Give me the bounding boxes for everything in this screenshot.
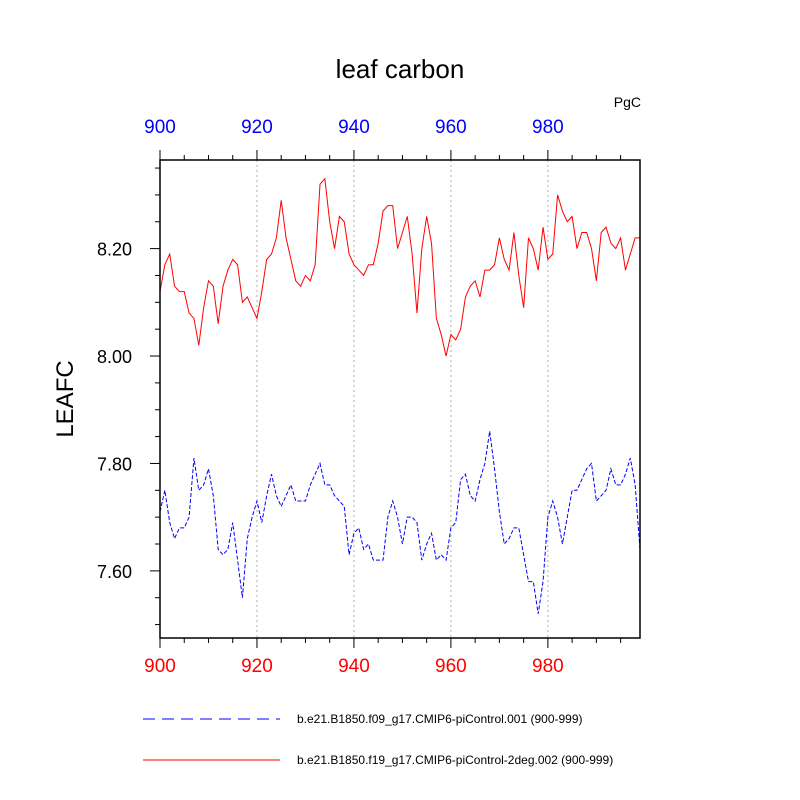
x-tick-label-bottom-960: 960: [435, 656, 467, 677]
axis-ticks: [150, 150, 622, 648]
units-label: PgC: [614, 94, 641, 110]
x-tick-labels-bottom: 900 920 940 960 980: [144, 656, 564, 677]
y-axis-label: LEAFC: [52, 360, 79, 437]
legend-label-2: b.e21.B1850.f19_g17.CMIP6-piControl-2deg…: [297, 753, 613, 767]
x-tick-label-bottom-980: 980: [532, 656, 564, 677]
series-line-2: [159, 177, 640, 357]
y-tick-label-7.80: 7.80: [97, 454, 132, 474]
y-tick-label-7.60: 7.60: [97, 562, 132, 582]
plot-frame: [159, 159, 641, 639]
x-tick-label-bottom-940: 940: [338, 656, 370, 677]
series-line-1: [159, 431, 641, 614]
x-tick-label-top-940: 940: [338, 117, 370, 138]
y-tick-labels: 7.60 7.80 8.00 8.20: [97, 240, 132, 582]
y-tick-label-8.20: 8.20: [97, 240, 132, 260]
x-tick-labels-top: 900 920 940 960 980: [144, 117, 564, 138]
x-tick-label-top-920: 920: [241, 117, 273, 138]
x-tick-label-top-900: 900: [144, 117, 176, 138]
x-tick-label-top-980: 980: [532, 117, 564, 138]
legend: b.e21.B1850.f09_g17.CMIP6-piControl.001 …: [143, 712, 613, 767]
chart-title: leaf carbon: [336, 54, 465, 84]
y-tick-label-8.00: 8.00: [97, 347, 132, 367]
series-layer: [159, 177, 641, 614]
x-tick-label-top-960: 960: [435, 117, 467, 138]
x-tick-label-bottom-920: 920: [241, 656, 273, 677]
legend-label-1: b.e21.B1850.f09_g17.CMIP6-piControl.001 …: [297, 712, 583, 726]
x-tick-label-bottom-900: 900: [144, 656, 176, 677]
